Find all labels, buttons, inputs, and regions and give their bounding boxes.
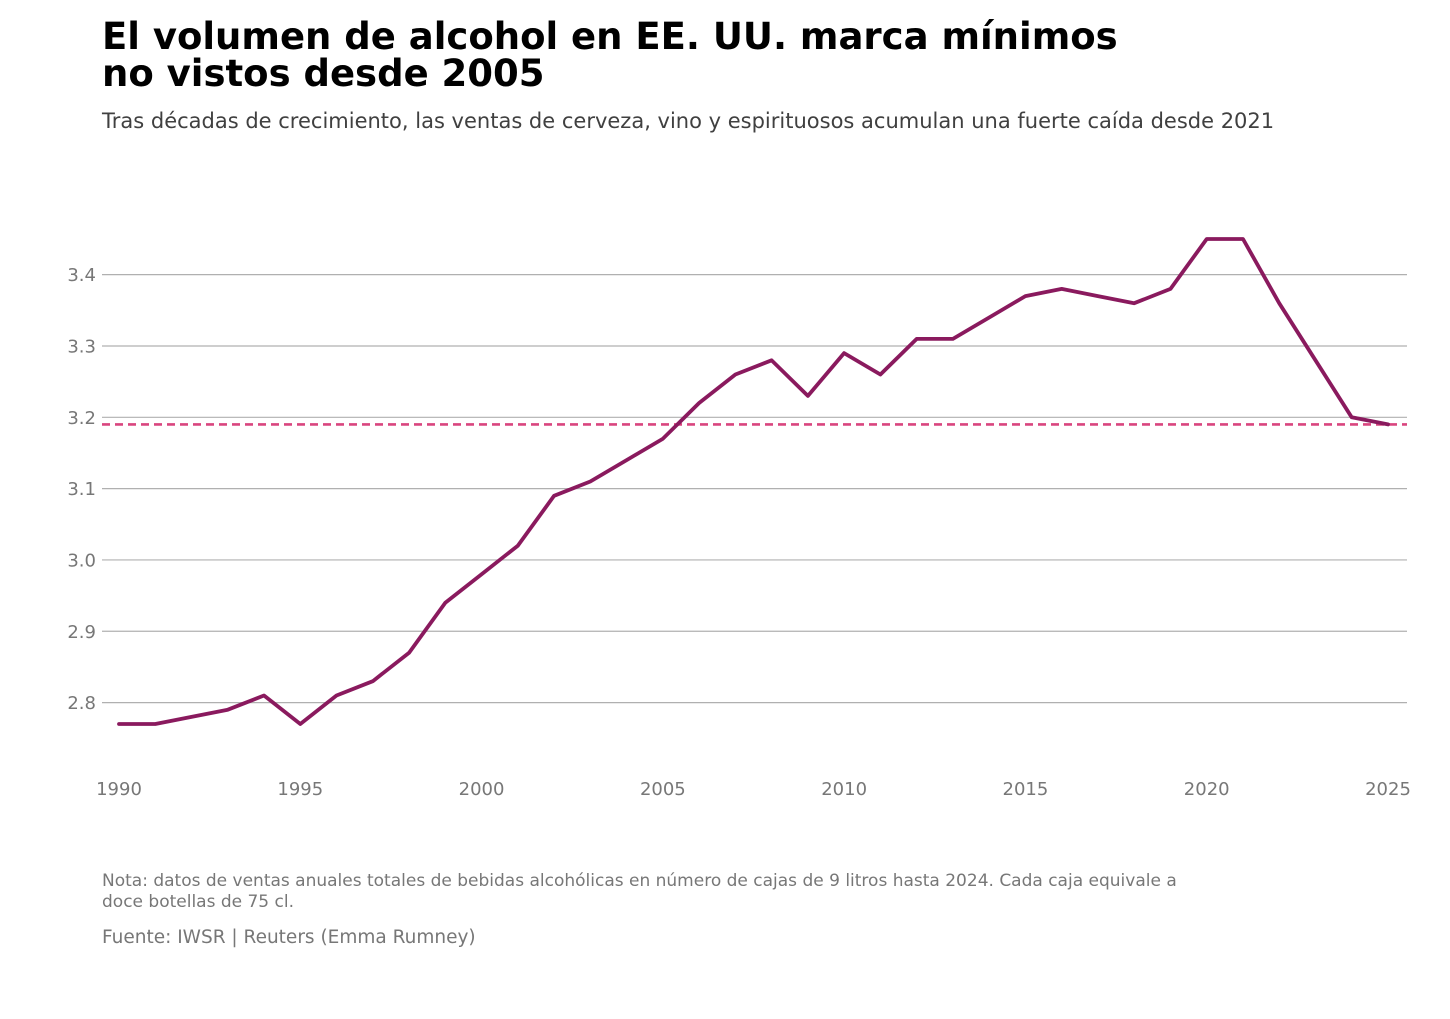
y-axis-tick-labels: 2.8 2.9 3.0 3.1 3.2 3.3 3.4 — [67, 265, 96, 714]
x-tick-label: 1990 — [96, 779, 142, 800]
data-point — [1023, 294, 1027, 298]
data-point — [1060, 287, 1064, 291]
x-tick-label: 2005 — [640, 779, 686, 800]
chart-subtitle: Tras décadas de crecimiento, las ventas … — [102, 109, 1275, 133]
chart-note: Nota: datos de ventas anuales totales de… — [102, 871, 1177, 912]
gridlines — [102, 274, 1407, 704]
data-point — [987, 315, 991, 319]
chart-title-line-1: El volumen de alcohol en EE. UU. marca m… — [102, 15, 1118, 58]
data-point — [842, 351, 846, 355]
data-point — [516, 544, 520, 548]
y-tick-label: 2.8 — [67, 693, 96, 714]
data-point — [625, 458, 629, 462]
x-tick-label: 2015 — [1003, 779, 1049, 800]
data-point — [770, 358, 774, 362]
data-point — [371, 679, 375, 683]
x-tick-label: 1995 — [277, 779, 323, 800]
data-point — [262, 693, 266, 697]
data-point — [1277, 301, 1281, 305]
y-tick-label: 3.4 — [67, 265, 96, 286]
data-point — [1205, 237, 1209, 241]
x-tick-label: 2020 — [1184, 779, 1230, 800]
data-point — [407, 651, 411, 655]
x-tick-label: 2010 — [821, 779, 867, 800]
data-point — [951, 337, 955, 341]
y-tick-label: 3.0 — [67, 550, 96, 571]
data-point — [1386, 422, 1390, 426]
y-tick-label: 2.9 — [67, 622, 96, 643]
series-group — [117, 237, 1390, 726]
data-point — [190, 715, 194, 719]
data-point — [226, 708, 230, 712]
data-point — [153, 722, 157, 726]
data-point — [878, 373, 882, 377]
chart-title-line-2: no vistos desde 2005 — [102, 52, 545, 95]
data-point — [1313, 358, 1317, 362]
series-line-0 — [117, 237, 1390, 726]
data-point — [1096, 294, 1100, 298]
chart-source: Fuente: IWSR | Reuters (Emma Rumney) — [102, 927, 476, 948]
data-point — [697, 401, 701, 405]
data-point — [552, 494, 556, 498]
x-tick-label: 2000 — [459, 779, 505, 800]
data-point — [1350, 415, 1354, 419]
x-tick-label: 2025 — [1365, 779, 1411, 800]
data-point — [335, 693, 339, 697]
data-point — [1241, 237, 1245, 241]
data-point — [298, 722, 302, 726]
data-point — [117, 722, 121, 726]
data-point — [733, 373, 737, 377]
data-point — [806, 394, 810, 398]
data-point — [915, 337, 919, 341]
data-point — [1168, 287, 1172, 291]
data-point — [480, 572, 484, 576]
data-point — [1132, 301, 1136, 305]
chart-title: El volumen de alcohol en EE. UU. marca m… — [102, 18, 1302, 92]
y-tick-label: 3.1 — [67, 479, 96, 500]
x-axis-tick-labels: 1990 1995 2000 2005 2010 2015 2020 2025 — [96, 779, 1411, 800]
y-tick-label: 3.2 — [67, 408, 96, 429]
y-tick-label: 3.3 — [67, 336, 96, 357]
data-point — [588, 480, 592, 484]
data-point — [661, 437, 665, 441]
data-point — [443, 601, 447, 605]
